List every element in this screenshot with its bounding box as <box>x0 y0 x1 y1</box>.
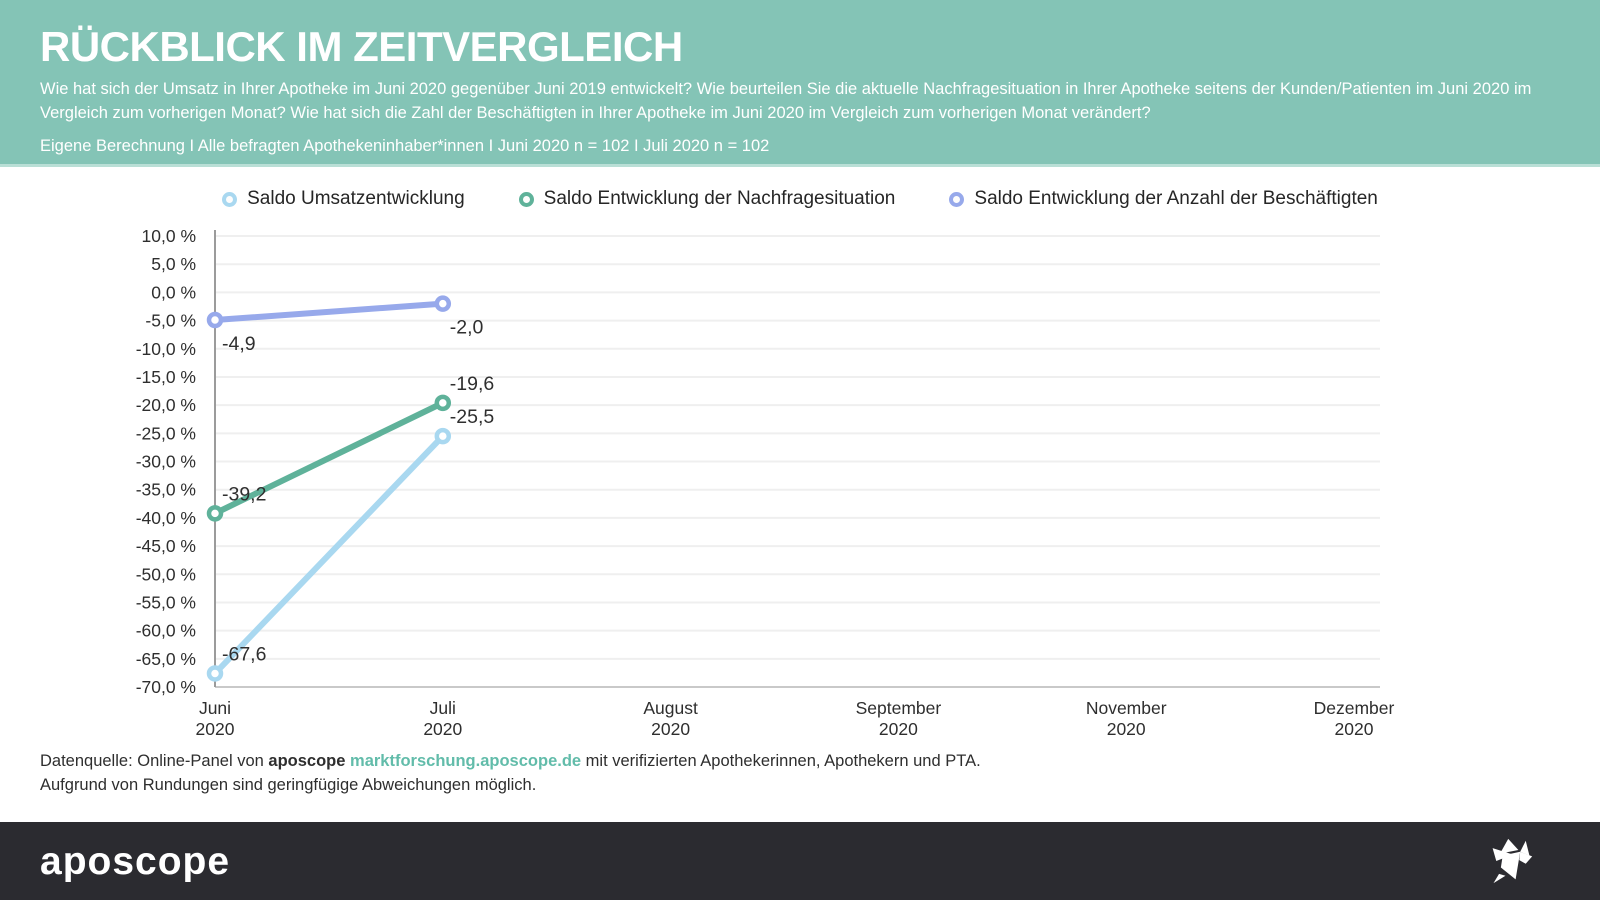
source-link[interactable]: marktforschung.aposcope.de <box>350 752 582 770</box>
y-tick-label: -35,0 % <box>136 480 196 500</box>
data-point-label: -25,5 <box>450 406 495 428</box>
x-tick-label-year: 2020 <box>1107 719 1146 739</box>
data-point-marker <box>434 295 452 312</box>
circle-marker-icon <box>222 191 238 207</box>
legend-label: Saldo Umsatzentwicklung <box>247 188 465 209</box>
circle-marker-icon <box>949 191 965 207</box>
sample-note-text: Eigene Berechnung I Alle befragten Apoth… <box>40 136 770 155</box>
y-tick-label: -45,0 % <box>136 536 196 556</box>
data-point-marker <box>206 311 224 329</box>
data-point-marker <box>434 394 452 412</box>
data-point-label: -19,6 <box>450 373 494 395</box>
series-line <box>212 433 446 677</box>
series-line <box>212 399 446 517</box>
data-point-marker <box>206 505 224 522</box>
x-tick-label-year: 2020 <box>651 719 690 739</box>
legend-item-beschaeftigte: Saldo Entwicklung der Anzahl der Beschäf… <box>949 188 1378 210</box>
y-tick-label: -65,0 % <box>136 649 196 669</box>
y-tick-label: -25,0 % <box>136 423 196 443</box>
data-point-marker <box>434 427 452 445</box>
source-suffix: mit verifizierten Apothekerinnen, Apothe… <box>581 752 981 770</box>
page-title: RÜCKBLICK IM ZEITVERGLEICH <box>40 23 683 70</box>
legend-label: Saldo Entwicklung der Anzahl der Beschäf… <box>974 188 1378 209</box>
y-tick-label: 10,0 % <box>142 226 196 246</box>
y-tick-label: -70,0 % <box>136 677 196 697</box>
origami-bird-icon <box>1492 838 1533 884</box>
chart-legend: Saldo Umsatzentwicklung Saldo Entwicklun… <box>0 188 1600 210</box>
data-point-label: -4,9 <box>222 333 256 355</box>
y-tick-label: -15,0 % <box>136 367 196 387</box>
series-line <box>212 300 446 323</box>
x-tick-label-year: 2020 <box>879 719 918 739</box>
legend-item-umsatz: Saldo Umsatzentwicklung <box>222 188 465 210</box>
header-banner: RÜCKBLICK IM ZEITVERGLEICH Wie hat sich … <box>0 0 1600 167</box>
y-tick-label: -20,0 % <box>136 395 196 415</box>
brand-bar: aposcope <box>0 822 1600 900</box>
source-brand: aposcope <box>268 752 346 770</box>
legend-label: Saldo Entwicklung der Nachfragesituation <box>543 188 896 209</box>
y-tick-label: -30,0 % <box>136 452 196 472</box>
x-tick-label-year: 2020 <box>1335 719 1374 739</box>
y-tick-label: -10,0 % <box>136 339 196 359</box>
data-point-marker <box>206 665 224 682</box>
y-tick-label: -55,0 % <box>136 592 196 612</box>
x-tick-label-year: 2020 <box>196 719 235 739</box>
survey-question-text: Wie hat sich der Umsatz in Ihrer Apothek… <box>40 80 1532 122</box>
y-tick-label: -5,0 % <box>145 311 196 331</box>
data-point-label: -2,0 <box>450 317 484 339</box>
x-tick-label-year: 2020 <box>423 719 462 739</box>
rounding-note-line: Aufgrund von Rundungen sind geringfügige… <box>40 776 537 794</box>
source-prefix: Datenquelle: Online-Panel von <box>40 752 269 770</box>
data-source-line: Datenquelle: Online-Panel von aposcope m… <box>40 752 981 771</box>
y-tick-label: -40,0 % <box>136 508 196 528</box>
y-tick-label: 5,0 % <box>151 254 196 274</box>
data-point-label: -39,2 <box>222 483 266 505</box>
y-tick-label: -60,0 % <box>136 621 196 641</box>
x-tick-label-month: August <box>643 698 698 718</box>
legend-item-nachfrage: Saldo Entwicklung der Nachfragesituation <box>518 188 896 210</box>
y-tick-label: -50,0 % <box>136 564 196 584</box>
x-tick-label-month: Juli <box>430 698 456 718</box>
x-tick-label-month: November <box>1086 698 1167 718</box>
x-tick-label-month: Dezember <box>1314 698 1395 718</box>
circle-marker-icon <box>518 191 534 207</box>
line-chart: 10,0 % 5,0 % 0,0 % -5,0 % -10,0 % -15,0 % -20,… <box>136 226 1395 739</box>
y-tick-label: 0,0 % <box>151 282 196 302</box>
data-point-label: -67,6 <box>222 643 266 665</box>
x-tick-label-month: September <box>856 698 942 718</box>
aposcope-logo: aposcope <box>40 839 231 883</box>
x-tick-label-month: Juni <box>199 698 231 718</box>
